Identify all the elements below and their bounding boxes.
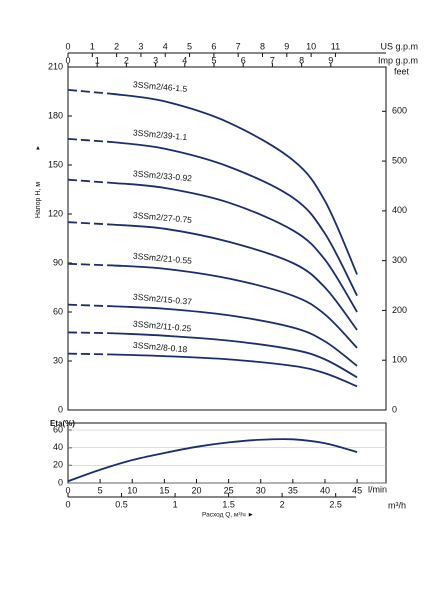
x-tick-label: 1: [95, 55, 100, 65]
y2-axis-label: feet: [394, 66, 410, 76]
y2-tick-label: 300: [392, 255, 407, 265]
curve-label: 3SSm2/39-1.1: [133, 127, 188, 142]
x-tick-label: 0.5: [115, 499, 128, 509]
curve-label: 3SSm2/46-1.5: [133, 79, 188, 94]
y2-tick-label: 400: [392, 205, 407, 215]
x-tick-label: 5: [187, 41, 192, 51]
x-tick-label: 7: [236, 41, 241, 51]
x-tick-label: 5: [211, 55, 216, 65]
curve-dashed: [67, 137, 114, 144]
x-tick-label: 9: [284, 41, 289, 51]
x-axis-label: US g.p.m: [380, 41, 418, 51]
x-tick-label: 35: [288, 485, 298, 495]
curve: [112, 223, 358, 331]
curve-label: 3SSm2/21-0.55: [133, 251, 193, 266]
x-tick-label: 5: [98, 485, 103, 495]
main-frame: [67, 66, 387, 411]
y2-tick-label: 200: [392, 305, 407, 315]
curve-label: 3SSm2/8-0.18: [133, 340, 188, 355]
y-tick-label: 90: [53, 257, 63, 267]
curve-label: 3SSm2/33-0.92: [133, 168, 193, 183]
y-tick-label: 180: [48, 110, 63, 120]
curve-dashed: [67, 262, 114, 267]
x-tick-label: 0: [65, 499, 70, 509]
y-tick-label: 60: [53, 424, 63, 434]
x-axis-label: Imp g.p.m: [378, 55, 418, 65]
y-axis-marker: ▲: [35, 146, 41, 152]
x-tick-label: 6: [241, 55, 246, 65]
curve-label: 3SSm2/27-0.75: [133, 210, 193, 225]
y-tick-label: 0: [58, 477, 63, 487]
curve-label: 3SSm2/15-0.37: [133, 292, 193, 307]
x-axis-caption: Расход Q, м³/ч ►: [202, 512, 254, 519]
x-tick-label: 8: [299, 55, 304, 65]
x-tick-label: 0: [65, 55, 70, 65]
curve-dashed: [67, 88, 114, 95]
curve: [112, 353, 358, 388]
x-tick-label: 4: [182, 55, 187, 65]
y2-tick-label: 0: [392, 404, 397, 414]
x-tick-label: 6: [211, 41, 216, 51]
x-tick-label: 45: [352, 485, 362, 495]
x-tick-label: 3: [153, 55, 158, 65]
x-tick-label: 0: [65, 485, 70, 495]
curve-dashed: [67, 178, 114, 184]
x-tick-label: 3: [138, 41, 143, 51]
y-tick-label: 20: [53, 460, 63, 470]
x-tick-label: 1.5: [222, 499, 235, 509]
curve-dashed: [67, 331, 113, 335]
curve-dashed: [67, 303, 114, 308]
y-tick-label: 60: [53, 306, 63, 316]
curve: [112, 332, 358, 379]
x-tick-label: 2: [114, 41, 119, 51]
curve-label: 3SSm2/11-0.25: [133, 319, 192, 334]
curve: [112, 141, 358, 297]
x-tick-label: 10: [306, 41, 316, 51]
x-tick-label: 2.5: [329, 499, 342, 509]
x-tick-label: 40: [320, 485, 330, 495]
y-tick-label: 150: [48, 159, 63, 169]
x-tick-label: 7: [270, 55, 275, 65]
x-axis-label: l/min: [368, 484, 387, 494]
x-tick-label: 20: [191, 485, 201, 495]
y-tick-label: 120: [48, 208, 63, 218]
y2-tick-label: 500: [392, 155, 407, 165]
curve: [112, 305, 358, 367]
x-tick-label: 25: [224, 485, 234, 495]
curve-dashed: [67, 221, 114, 226]
x-tick-label: 11: [331, 41, 340, 51]
x-tick-label: 4: [163, 41, 168, 51]
curve: [112, 93, 358, 275]
x-tick-label: 10: [127, 485, 137, 495]
y-tick-label: 0: [58, 404, 63, 414]
x-axis-label: m³/h: [388, 500, 406, 510]
curve: [112, 182, 358, 313]
y2-tick-label: 600: [392, 106, 407, 116]
x-tick-label: 8: [260, 41, 265, 51]
y-axis-label: Напор H, м: [35, 182, 42, 218]
eta-frame: [67, 422, 387, 484]
x-tick-label: 0: [65, 41, 70, 51]
x-tick-label: 30: [256, 485, 266, 495]
eta-label: Eta(%): [50, 419, 75, 428]
y-tick-label: 40: [53, 442, 63, 452]
y-tick-label: 210: [48, 61, 63, 71]
y-tick-label: 30: [53, 355, 63, 365]
x-tick-label: 9: [328, 55, 333, 65]
curve-dashed: [67, 352, 113, 356]
curve: [67, 438, 358, 483]
x-tick-label: 1: [173, 499, 178, 509]
x-tick-label: 1: [90, 41, 95, 51]
x-tick-label: 2: [280, 499, 285, 509]
curve: [112, 264, 358, 349]
x-tick-label: 2: [124, 55, 129, 65]
x-tick-label: 15: [159, 485, 169, 495]
y2-tick-label: 100: [392, 355, 407, 365]
